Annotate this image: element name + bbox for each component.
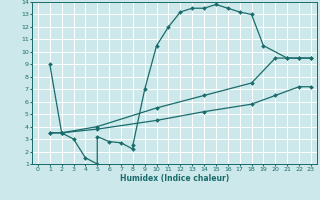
- X-axis label: Humidex (Indice chaleur): Humidex (Indice chaleur): [120, 174, 229, 183]
